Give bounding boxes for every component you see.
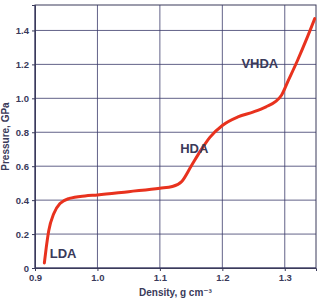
y-tick: 0.8 [16, 127, 35, 138]
x-tick-label: 1.2 [216, 272, 229, 283]
y-tick-mark [32, 268, 35, 269]
x-axis: 0.9 1.0 1.1 1.2 1.3 [29, 268, 317, 283]
curve [44, 19, 314, 263]
y-tick-label: 0.4 [16, 195, 30, 206]
x-tick: 1.0 [91, 268, 104, 283]
y-tick: 1.0 [16, 93, 35, 104]
annotation: VHDA [241, 56, 278, 71]
y-tick-mark [32, 234, 35, 235]
y-tick: 0 [24, 263, 35, 274]
y-grid-line [35, 30, 316, 31]
x-tick-label: 1.3 [279, 272, 292, 283]
y-tick-mark [32, 200, 35, 201]
annotation: HDA [180, 141, 209, 156]
x-axis-title: Density, g cm⁻³ [139, 287, 213, 298]
y-tick: 1.4 [16, 25, 35, 36]
y-tick: 0.6 [16, 161, 35, 172]
plot: 0.9 1.0 1.1 1.2 1.3 0 0.2 0.4 0.6 0.8 1.0 1.2 1.4 LDA… [16, 5, 317, 283]
x-tick-mark [285, 268, 286, 271]
x-tick: 1.2 [216, 268, 229, 283]
x-grid-line [159, 5, 160, 268]
y-tick-label: 1.2 [16, 59, 29, 70]
y-tick: 0.4 [16, 195, 35, 206]
x-tick-mark [97, 268, 98, 271]
x-tick-label: 0.9 [29, 272, 42, 283]
y-tick-mark [32, 64, 35, 65]
y-tick-label: 1.4 [16, 25, 30, 36]
y-grid-line [35, 166, 316, 167]
y-grid-line [35, 132, 316, 133]
x-tick-mark [222, 268, 223, 271]
marks [44, 19, 314, 263]
y-tick-mark [32, 30, 35, 31]
x-tick-label: 1.1 [154, 272, 168, 283]
y-grid-line [35, 200, 316, 201]
annotation: LDA [50, 246, 77, 261]
y-tick: 0.2 [16, 229, 35, 240]
y-axis-line [32, 6, 36, 269]
grid [35, 5, 316, 268]
x-tick: 1.3 [279, 268, 292, 283]
y-tick-label: 0.8 [16, 127, 29, 138]
y-axis: 0 0.2 0.4 0.6 0.8 1.0 1.2 1.4 [16, 6, 36, 274]
y-axis-title: Pressure, GPa [0, 102, 11, 171]
y-tick-mark [32, 166, 35, 167]
y-grid-line [35, 98, 316, 99]
plot-frame [35, 5, 316, 268]
y-tick: 1.2 [16, 59, 35, 70]
x-grid-line [97, 5, 98, 268]
y-tick-label: 0.2 [16, 229, 29, 240]
y-grid-line [35, 234, 316, 235]
x-grid-line [284, 5, 285, 268]
x-grid-line [222, 5, 223, 268]
y-tick-mark [32, 132, 35, 133]
x-tick-mark [160, 268, 161, 271]
y-tick-label: 1.0 [16, 93, 29, 104]
y-tick-mark [32, 98, 35, 99]
x-tick: 0.9 [29, 268, 42, 283]
x-axis-line [36, 269, 317, 272]
x-tick-label: 1.0 [91, 272, 104, 283]
chart: 0.9 1.0 1.1 1.2 1.3 0 0.2 0.4 0.6 0.8 1.0 1.2 1.4 LDA… [0, 0, 320, 299]
y-tick-label: 0.6 [16, 161, 29, 172]
y-tick-label: 0 [24, 263, 29, 274]
x-tick: 1.1 [154, 268, 168, 283]
